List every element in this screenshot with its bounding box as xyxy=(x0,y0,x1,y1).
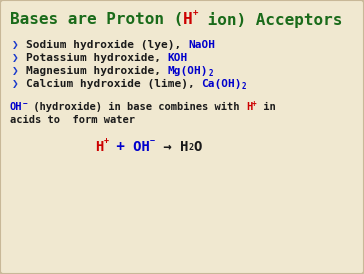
Text: ❯: ❯ xyxy=(12,66,19,76)
Text: ❯: ❯ xyxy=(12,40,19,50)
Text: Calcium hydroxide (lime),: Calcium hydroxide (lime), xyxy=(26,79,202,89)
Text: Bases are Proton (: Bases are Proton ( xyxy=(10,12,183,27)
Text: acids to  form water: acids to form water xyxy=(10,115,135,125)
Text: (hydroxide) in base combines with: (hydroxide) in base combines with xyxy=(27,102,246,112)
Text: −: − xyxy=(23,99,27,108)
Text: Mg(OH): Mg(OH) xyxy=(168,66,208,76)
Text: NaOH: NaOH xyxy=(188,40,215,50)
Text: H: H xyxy=(183,12,193,27)
Text: + OH: + OH xyxy=(108,140,150,154)
Text: −: − xyxy=(150,136,155,145)
Text: 2: 2 xyxy=(242,82,247,91)
Text: Sodium hydroxide (lye),: Sodium hydroxide (lye), xyxy=(26,40,188,50)
Text: Magnesium hydroxide,: Magnesium hydroxide, xyxy=(26,66,168,76)
Text: +: + xyxy=(193,8,198,17)
Text: ❯: ❯ xyxy=(12,53,19,63)
Text: +: + xyxy=(252,99,257,108)
Text: 2: 2 xyxy=(208,69,213,78)
Text: O: O xyxy=(194,140,202,154)
Text: H: H xyxy=(246,102,252,112)
Text: Potassium hydroxide,: Potassium hydroxide, xyxy=(26,53,168,63)
Text: OH: OH xyxy=(10,102,23,112)
Text: ion) Acceptors: ion) Acceptors xyxy=(198,12,343,28)
Text: → H: → H xyxy=(155,140,189,154)
Text: KOH: KOH xyxy=(168,53,188,63)
Text: 2: 2 xyxy=(189,143,194,152)
Text: Ca(OH): Ca(OH) xyxy=(202,79,242,89)
Text: +: + xyxy=(103,136,108,145)
Text: H: H xyxy=(95,140,103,154)
Text: in: in xyxy=(257,102,276,112)
Text: ❯: ❯ xyxy=(12,79,19,89)
